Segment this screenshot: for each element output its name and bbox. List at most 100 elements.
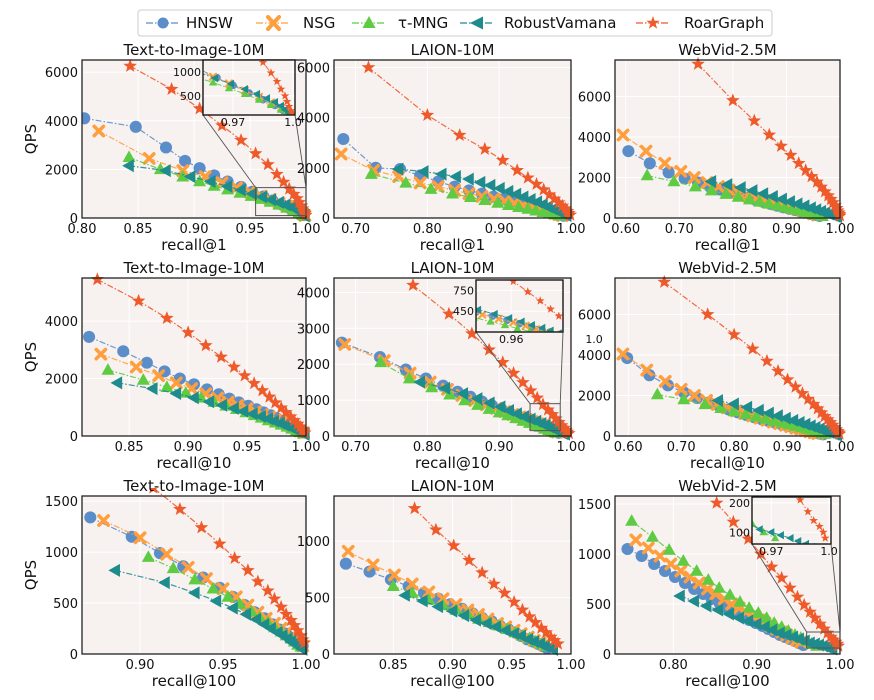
y-tick-label: 500	[305, 592, 330, 607]
star-marker-icon	[646, 16, 660, 29]
x-tick-label: 0.90	[772, 222, 801, 237]
data-point	[334, 249, 342, 257]
data-point	[600, 446, 608, 454]
inset-x-tick-label: 0.97	[221, 116, 246, 129]
data-point	[516, 375, 530, 389]
data-point	[631, 467, 639, 475]
data-point	[639, 144, 653, 158]
data-point	[413, 375, 425, 389]
data-point	[431, 600, 444, 614]
data-point	[806, 397, 821, 410]
series-line	[476, 308, 557, 332]
data-point	[653, 549, 667, 563]
data-point	[709, 495, 724, 509]
data-point	[823, 415, 838, 429]
x-axis-label: recall@10	[157, 454, 232, 472]
data-point	[646, 530, 659, 542]
data-point	[286, 187, 301, 200]
data-point	[84, 511, 97, 524]
x-tick-label: 0.90	[742, 658, 771, 673]
data-point	[727, 397, 739, 411]
data-point	[658, 156, 672, 170]
data-point	[456, 387, 469, 401]
x-tick-label: 0.60	[614, 440, 643, 455]
data-point	[206, 581, 220, 594]
y-tick-label: 2000	[578, 389, 611, 404]
data-point	[367, 270, 375, 278]
data-point	[725, 597, 739, 611]
x-axis-label: recall@1	[161, 236, 226, 254]
data-point	[539, 625, 553, 639]
series-mng	[374, 355, 562, 438]
data-point	[462, 553, 476, 567]
chart-panel: 0.85 0.90 0.95 1.00 0 500 1000 LAION-10M recall@…	[297, 477, 586, 690]
data-point	[374, 355, 388, 368]
data-point	[314, 271, 320, 277]
data-point	[801, 391, 816, 405]
data-point	[125, 32, 133, 40]
data-point	[69, 34, 77, 41]
legend-entry-hnsw: HNSW	[146, 14, 233, 32]
data-point	[731, 190, 745, 202]
y-tick-label: 500	[53, 597, 78, 612]
data-point	[268, 395, 283, 409]
chart-panel: 0.85 0.90 0.95 1.00 0 2000 4000 Text-to-Image-1…	[22, 259, 320, 472]
x-tick-label: 1.00	[557, 440, 586, 455]
data-point	[554, 418, 569, 432]
plot-border	[333, 277, 572, 437]
data-point	[176, 169, 190, 182]
data-point	[741, 531, 756, 545]
x-tick-label: 0.90	[773, 440, 802, 455]
data-point	[173, 502, 187, 516]
data-point	[117, 345, 130, 358]
data-point	[815, 521, 824, 531]
x-tick-label: 1.00	[557, 658, 586, 673]
data-point	[254, 409, 266, 423]
data-point	[797, 597, 811, 611]
y-tick-label: 6000	[45, 66, 78, 81]
data-point	[287, 618, 302, 632]
data-point	[767, 616, 781, 628]
data-point	[640, 168, 654, 181]
data-point	[142, 152, 156, 165]
chart-panel: 0.80 0.85 0.90 0.95 1.00 0 2000 4000 6000 Text-to…	[22, 24, 320, 254]
data-point	[804, 169, 819, 183]
data-point	[667, 174, 681, 187]
data-point	[482, 402, 496, 414]
data-point	[264, 193, 277, 207]
data-point	[551, 195, 566, 209]
data-point	[745, 341, 760, 355]
data-point	[762, 197, 776, 209]
data-point	[487, 576, 501, 590]
data-point	[826, 195, 840, 209]
data-point	[817, 621, 831, 635]
data-point	[83, 330, 96, 343]
data-point	[240, 85, 249, 94]
data-point	[688, 389, 701, 402]
data-point	[551, 636, 565, 650]
legend: HNSW NSG τ-MNG RobustVamana RoarGraph	[137, 9, 773, 37]
data-point	[280, 91, 290, 100]
zoom-connector	[475, 331, 531, 404]
data-point	[70, 24, 76, 30]
legend-label-tau-mng: τ-MNG	[398, 14, 448, 32]
data-point	[783, 148, 798, 161]
data-point	[810, 401, 825, 415]
series-roargraph	[149, 488, 312, 649]
data-point	[248, 146, 263, 160]
series-roargraph	[709, 495, 846, 652]
y-tick-label: 2000	[578, 171, 611, 186]
data-point	[473, 175, 486, 189]
legend-label-hnsw: HNSW	[186, 14, 233, 32]
data-point	[793, 536, 802, 544]
x-tick-label: 1.00	[557, 222, 586, 237]
data-point	[720, 178, 733, 192]
data-point	[650, 387, 664, 400]
data-point	[558, 201, 573, 215]
zoom-connector	[751, 543, 808, 633]
x-tick-label: 0.90	[180, 222, 209, 237]
y-tick-label: 0	[322, 648, 330, 663]
data-point	[521, 202, 535, 214]
data-point	[662, 166, 675, 179]
zoom-connector	[830, 543, 841, 633]
